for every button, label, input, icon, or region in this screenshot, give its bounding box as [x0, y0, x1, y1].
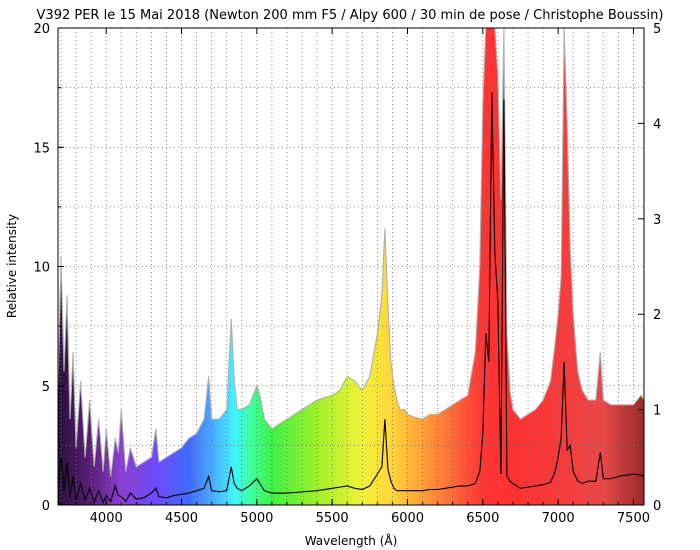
spectrum-color-fill	[58, 28, 644, 505]
grid	[58, 28, 644, 505]
y2-tick-label: 1	[653, 404, 661, 419]
plot-area	[58, 28, 644, 505]
y2-tick-label: 2	[653, 308, 661, 323]
y-tick-label: 5	[42, 380, 50, 395]
x-tick-label: 7500	[617, 511, 650, 526]
y-tick-label: 20	[33, 22, 50, 37]
y-tick-label: 0	[42, 499, 50, 514]
y-tick-label: 15	[33, 141, 50, 156]
y2-tick-label: 3	[653, 213, 661, 228]
y-axis-left: 0 5 10 15 20	[33, 22, 64, 514]
series-line-left-axis	[58, 92, 644, 505]
x-axis: 4000 4500 5000 5500 6000 6500 7000 7500	[60, 28, 650, 526]
x-tick-label: 4500	[165, 511, 198, 526]
x-tick-label: 5500	[316, 511, 349, 526]
y2-tick-label: 5	[653, 22, 661, 37]
y2-tick-label: 0	[653, 499, 661, 514]
x-tick-label: 6500	[466, 511, 499, 526]
y2-tick-label: 4	[653, 117, 661, 132]
x-tick-label: 5000	[240, 511, 273, 526]
y-axis-right: 0 1 2 3 4 5	[638, 22, 661, 514]
x-tick-label: 6000	[391, 511, 424, 526]
series-line-right-axis	[58, 28, 644, 477]
y-axis-label: Relative intensity	[5, 214, 19, 318]
x-axis-label: Wavelength (Å)	[305, 533, 398, 548]
x-tick-label: 7000	[542, 511, 575, 526]
x-tick-label: 4000	[90, 511, 123, 526]
chart-title: V392 PER le 15 Mai 2018 (Newton 200 mm F…	[37, 8, 664, 23]
y-tick-label: 10	[33, 261, 50, 276]
